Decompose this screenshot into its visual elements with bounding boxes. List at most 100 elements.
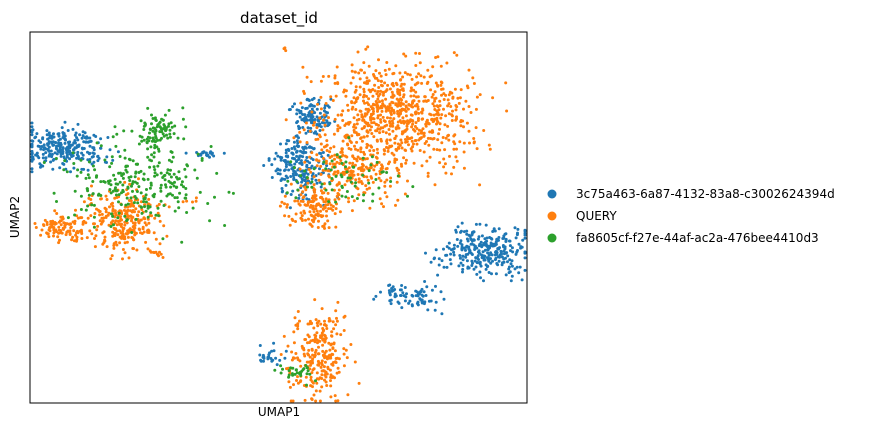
scatter-point — [139, 205, 143, 209]
scatter-point — [405, 124, 409, 128]
scatter-point — [394, 64, 398, 68]
scatter-point — [456, 225, 460, 229]
scatter-point — [324, 161, 328, 165]
scatter-point — [315, 126, 319, 130]
scatter-point — [301, 346, 305, 350]
scatter-point — [281, 367, 284, 371]
scatter-point — [162, 127, 166, 130]
scatter-point — [300, 106, 304, 110]
scatter-point — [440, 87, 443, 91]
scatter-point — [452, 134, 456, 138]
scatter-point — [137, 210, 141, 214]
scatter-point — [89, 214, 93, 218]
scatter-point — [154, 134, 158, 138]
scatter-point — [335, 319, 339, 323]
scatter-point — [130, 184, 133, 188]
scatter-point — [337, 357, 341, 361]
scatter-point — [324, 371, 328, 375]
scatter-point — [151, 126, 155, 130]
scatter-point — [61, 217, 65, 221]
scatter-point — [419, 74, 423, 78]
scatter-point — [139, 191, 143, 195]
scatter-point — [410, 113, 414, 117]
scatter-point — [474, 126, 478, 130]
scatter-point — [406, 179, 409, 183]
scatter-point — [173, 209, 177, 213]
scatter-point — [409, 86, 413, 90]
scatter-point — [352, 128, 356, 132]
scatter-point — [310, 397, 314, 401]
scatter-point — [416, 105, 420, 109]
scatter-point — [315, 331, 319, 335]
scatter-point — [208, 155, 211, 159]
scatter-point — [433, 256, 436, 260]
scatter-point — [311, 353, 315, 357]
scatter-point — [389, 111, 393, 115]
scatter-point — [461, 263, 465, 267]
scatter-point — [182, 185, 185, 189]
scatter-point — [137, 171, 141, 174]
scatter-point — [325, 357, 329, 361]
scatter-point — [303, 160, 307, 164]
scatter-point — [490, 253, 494, 257]
scatter-point — [354, 181, 358, 185]
scatter-point — [439, 116, 443, 120]
scatter-point — [161, 176, 165, 179]
scatter-point — [131, 159, 135, 163]
scatter-point — [284, 160, 288, 164]
scatter-point — [376, 104, 380, 107]
scatter-point — [346, 103, 350, 107]
scatter-point — [415, 102, 419, 106]
scatter-point — [388, 132, 391, 136]
scatter-point — [472, 137, 476, 140]
scatter-point — [92, 160, 96, 164]
scatter-point — [333, 76, 337, 80]
scatter-point — [472, 230, 476, 234]
scatter-point — [325, 214, 328, 218]
scatter-point — [59, 154, 63, 158]
scatter-point — [340, 150, 344, 154]
scatter-point — [159, 183, 163, 187]
scatter-point — [215, 171, 219, 175]
scatter-point — [427, 122, 431, 126]
scatter-point — [423, 95, 427, 99]
scatter-point — [437, 113, 441, 117]
scatter-point — [155, 173, 159, 177]
scatter-point — [124, 212, 128, 216]
scatter-point — [45, 129, 49, 133]
scatter-point — [343, 124, 347, 127]
scatter-point — [50, 134, 54, 138]
scatter-point — [329, 356, 333, 360]
scatter-point — [420, 81, 424, 85]
scatter-point — [121, 190, 125, 194]
scatter-point — [56, 149, 60, 153]
scatter-point — [76, 168, 80, 172]
legend-marker-2 — [547, 233, 557, 243]
scatter-point — [309, 375, 313, 379]
scatter-point — [467, 129, 471, 133]
scatter-point — [397, 171, 401, 175]
scatter-point — [442, 157, 446, 161]
scatter-point — [144, 209, 148, 213]
scatter-point — [350, 63, 354, 67]
scatter-point — [385, 61, 389, 64]
scatter-point — [297, 108, 301, 112]
scatter-point — [391, 121, 395, 125]
scatter-point — [272, 349, 276, 353]
scatter-point — [57, 134, 61, 138]
scatter-point — [123, 251, 127, 255]
scatter-point — [125, 210, 129, 214]
scatter-point — [307, 99, 311, 102]
scatter-point — [418, 297, 422, 301]
scatter-point — [150, 113, 153, 117]
scatter-point — [389, 176, 393, 180]
scatter-point — [384, 73, 388, 77]
scatter-point — [143, 221, 147, 225]
scatter-point — [285, 191, 289, 195]
scatter-point — [291, 152, 295, 156]
scatter-point — [308, 129, 312, 133]
scatter-point — [326, 365, 330, 369]
scatter-point — [393, 159, 397, 163]
scatter-point — [404, 295, 408, 299]
scatter-point — [491, 230, 495, 233]
